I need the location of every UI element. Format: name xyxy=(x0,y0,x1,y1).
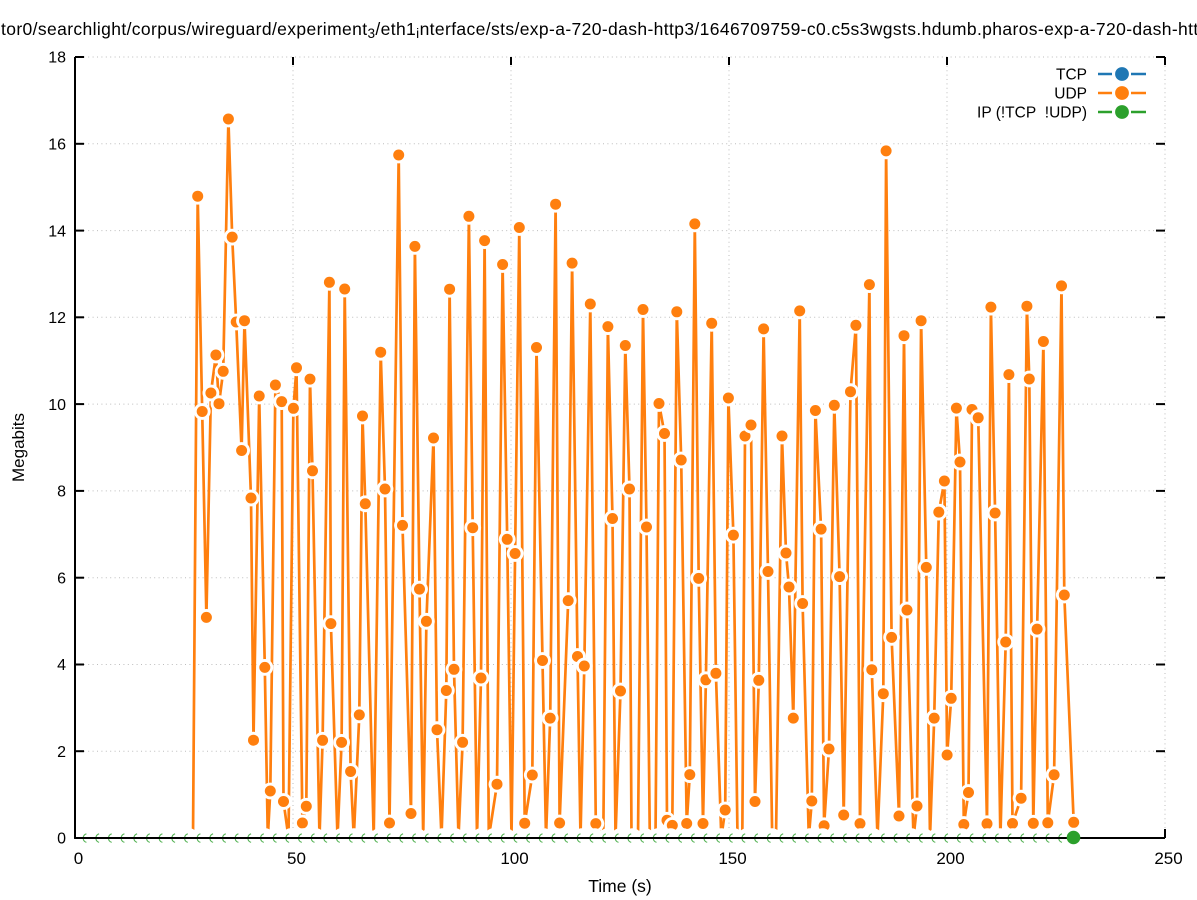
svg-text:UDP: UDP xyxy=(1054,86,1087,103)
svg-text:250: 250 xyxy=(1154,849,1182,868)
svg-text:8: 8 xyxy=(57,484,66,501)
svg-text:TCP: TCP xyxy=(1056,67,1087,84)
svg-text:0: 0 xyxy=(57,831,66,848)
svg-text:200: 200 xyxy=(936,849,964,868)
svg-text:0: 0 xyxy=(74,849,83,868)
svg-text:Megabits: Megabits xyxy=(9,413,28,482)
svg-text:10: 10 xyxy=(48,397,66,414)
svg-text:150: 150 xyxy=(718,849,746,868)
svg-text:2: 2 xyxy=(57,744,66,761)
svg-text:tor0/searchlight/corpus/wiregu: tor0/searchlight/corpus/wireguard/experi… xyxy=(1,19,1197,41)
svg-text:4: 4 xyxy=(57,657,66,674)
svg-text:12: 12 xyxy=(48,310,66,327)
svg-text:16: 16 xyxy=(48,137,66,154)
svg-text:6: 6 xyxy=(57,570,66,587)
svg-text:Time (s): Time (s) xyxy=(588,876,652,896)
svg-text:50: 50 xyxy=(287,849,306,868)
svg-text:18: 18 xyxy=(48,50,66,67)
svg-text:14: 14 xyxy=(48,223,66,240)
svg-text:IP (!TCP !UDP): IP (!TCP !UDP) xyxy=(977,105,1087,122)
svg-text:100: 100 xyxy=(500,849,528,868)
